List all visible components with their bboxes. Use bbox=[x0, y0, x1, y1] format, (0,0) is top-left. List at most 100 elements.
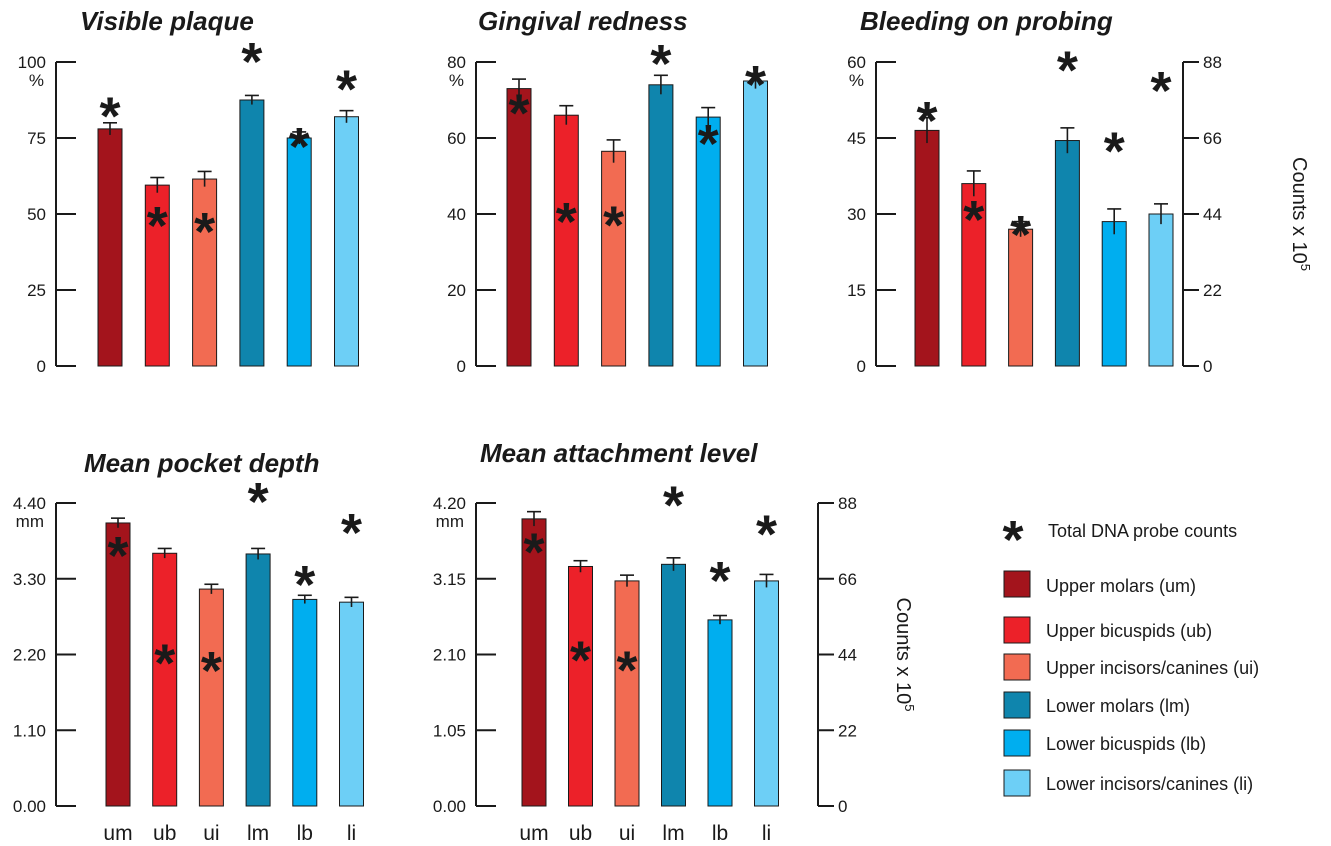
y-tick-label: 2.20 bbox=[13, 646, 46, 665]
bar-ui bbox=[601, 150, 627, 367]
star-marker-ui: * bbox=[194, 202, 215, 262]
y2-tick-label: 88 bbox=[1203, 53, 1222, 72]
y-tick-label: 0.00 bbox=[13, 797, 46, 816]
bar-ub bbox=[553, 114, 579, 367]
star-marker-ub: * bbox=[570, 631, 591, 691]
y-tick-label: 4.40 bbox=[13, 494, 46, 513]
bar-li bbox=[334, 116, 359, 367]
star-marker-lm: * bbox=[1057, 41, 1078, 101]
category-label-li: li bbox=[347, 822, 356, 845]
star-marker-um: * bbox=[107, 526, 128, 586]
bar-lm bbox=[648, 84, 674, 367]
bar-lm bbox=[1054, 140, 1080, 367]
star-marker-lb: * bbox=[294, 555, 315, 615]
chart-1: Visible plaque 0 25 50 75 100% * * * * * * bbox=[18, 6, 359, 376]
y-tick-label: 3.30 bbox=[13, 570, 46, 589]
y-unit-label: mm bbox=[16, 512, 44, 531]
y-unit-label: % bbox=[449, 71, 464, 90]
legend: * Total DNA probe counts Upper molars (u… bbox=[1002, 510, 1259, 797]
category-label-lb: lb bbox=[712, 822, 728, 845]
category-label-li: li bbox=[762, 822, 771, 845]
star-marker-ui: * bbox=[616, 641, 637, 701]
legend-label-ub: Upper bicuspids (ub) bbox=[1046, 621, 1212, 641]
y-tick-label: 0 bbox=[857, 357, 866, 376]
legend-star-label: Total DNA probe counts bbox=[1048, 521, 1237, 541]
y2-axis-label-superscript: 5 bbox=[902, 704, 917, 711]
star-marker-ui: * bbox=[201, 641, 222, 701]
bar-um bbox=[914, 129, 940, 367]
star-marker-um: * bbox=[916, 91, 937, 151]
chart-3: Bleeding on probing 0 15 30 45 60% 0 22 44 66 88 Co… bbox=[847, 6, 1313, 376]
chart-5: Mean attachment level 0.00 1.05 2.10 3.15 4.2… bbox=[433, 438, 917, 845]
legend-label-lm: Lower molars (lm) bbox=[1046, 696, 1190, 716]
chart-title: Visible plaque bbox=[80, 6, 254, 36]
bar-lm bbox=[245, 553, 271, 807]
legend-swatch-li bbox=[1003, 769, 1031, 797]
star-marker-lb: * bbox=[1104, 122, 1125, 182]
star-marker-lm: * bbox=[248, 472, 269, 532]
star-marker-um: * bbox=[523, 522, 544, 582]
y2-tick-label: 66 bbox=[838, 570, 857, 589]
y2-tick-label: 66 bbox=[1203, 129, 1222, 148]
y-tick-label: 100 bbox=[18, 53, 46, 72]
y-tick-label: 1.05 bbox=[433, 721, 466, 740]
y2-tick-label: 88 bbox=[838, 494, 857, 513]
y-tick-label: 40 bbox=[447, 205, 466, 224]
legend-label-um: Upper molars (um) bbox=[1046, 576, 1196, 596]
category-label-lb: lb bbox=[297, 822, 313, 845]
y-unit-label: mm bbox=[436, 512, 464, 531]
y-tick-label: 15 bbox=[847, 281, 866, 300]
category-label-lm: lm bbox=[662, 822, 684, 845]
y-unit-label: % bbox=[29, 71, 44, 90]
y-tick-label: 50 bbox=[27, 205, 46, 224]
chart-title: Gingival redness bbox=[478, 6, 688, 36]
star-marker-li: * bbox=[336, 59, 357, 119]
y2-tick-label: 44 bbox=[838, 646, 857, 665]
category-label-ub: ub bbox=[153, 822, 176, 845]
y-tick-label: 80 bbox=[447, 53, 466, 72]
bar-lb bbox=[286, 137, 312, 367]
bar-li bbox=[743, 80, 768, 367]
legend-swatch-ui bbox=[1003, 653, 1031, 681]
y-unit-label: % bbox=[849, 71, 864, 90]
star-marker-lb: * bbox=[698, 114, 719, 174]
chart-2: Gingival redness 0 20 40 60 80% * * * * * * bbox=[447, 6, 768, 376]
legend-item-lb: Lower bicuspids (lb) bbox=[1003, 729, 1206, 757]
y-tick-label: 30 bbox=[847, 205, 866, 224]
chart-title: Bleeding on probing bbox=[860, 6, 1113, 36]
y-tick-label: 4.20 bbox=[433, 494, 466, 513]
bar-ub bbox=[961, 183, 987, 367]
chart-title: Mean attachment level bbox=[480, 438, 758, 468]
star-marker-li: * bbox=[745, 55, 766, 115]
category-label-um: um bbox=[103, 822, 132, 845]
legend-item-li: Lower incisors/canines (li) bbox=[1003, 769, 1253, 797]
legend-label-lb: Lower bicuspids (lb) bbox=[1046, 734, 1206, 754]
legend-label-ui: Upper incisors/canines (ui) bbox=[1046, 658, 1259, 678]
y-tick-label: 2.10 bbox=[433, 646, 466, 665]
bar-um bbox=[97, 128, 123, 367]
bar-li bbox=[754, 580, 779, 807]
y-tick-label: 1.10 bbox=[13, 721, 46, 740]
star-marker-lb: * bbox=[709, 551, 730, 611]
y2-tick-label: 22 bbox=[838, 721, 857, 740]
bar-lb bbox=[292, 598, 318, 807]
star-marker-li: * bbox=[341, 503, 362, 563]
bar-li bbox=[1148, 213, 1174, 367]
bar-ub bbox=[144, 184, 170, 367]
legend-swatch-um bbox=[1003, 570, 1031, 598]
star-marker-um: * bbox=[508, 84, 529, 144]
y-tick-label: 0 bbox=[457, 357, 466, 376]
y2-axis-label: Counts x 105 bbox=[1288, 157, 1313, 271]
y-tick-label: 60 bbox=[847, 53, 866, 72]
legend-item-lm: Lower molars (lm) bbox=[1003, 691, 1190, 719]
legend-item-ub: Upper bicuspids (ub) bbox=[1003, 616, 1212, 644]
star-marker-ub: * bbox=[147, 196, 168, 256]
y2-tick-label: 0 bbox=[1203, 357, 1212, 376]
bar-ui bbox=[614, 580, 640, 807]
star-marker-li: * bbox=[1150, 61, 1171, 121]
y2-axis-label: Counts x 105 bbox=[892, 598, 917, 712]
bar-ui bbox=[198, 588, 224, 807]
y-tick-label: 25 bbox=[27, 281, 46, 300]
star-marker-ub: * bbox=[556, 192, 577, 252]
